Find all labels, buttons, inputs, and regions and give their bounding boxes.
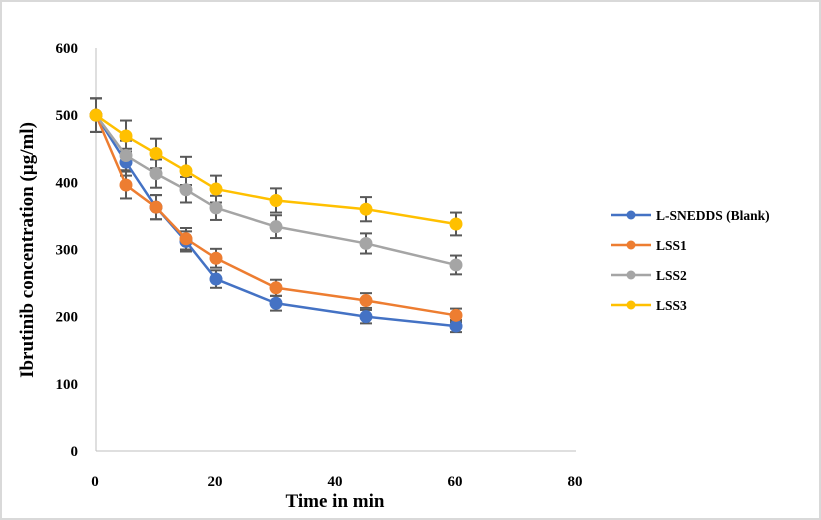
y-tick-label: 400 <box>56 175 79 191</box>
data-point-l-snedds-blank <box>449 319 463 333</box>
data-point-lss2 <box>359 236 373 250</box>
data-point-lss1 <box>449 308 463 322</box>
data-point-lss1 <box>209 251 223 265</box>
y-axis-label: Ibrutinib concentration (µg/ml) <box>17 122 38 378</box>
series-line-l-snedds-blank <box>94 114 457 328</box>
data-point-lss3 <box>449 217 463 231</box>
y-tick-label: 200 <box>56 310 79 326</box>
x-tick-label: 60 <box>448 474 463 490</box>
legend-swatch-marker <box>626 270 636 280</box>
data-point-lss3 <box>269 193 283 207</box>
data-point-lss2 <box>179 183 193 197</box>
data-point-lss3 <box>359 202 373 216</box>
legend-label: LSS2 <box>656 268 687 283</box>
legend-item-lss2: LSS2 <box>611 268 687 283</box>
data-point-lss3 <box>119 129 133 143</box>
data-point-lss2 <box>149 167 163 181</box>
x-axis-label: Time in min <box>286 491 385 512</box>
data-point-lss1 <box>149 200 163 214</box>
x-tick-label: 20 <box>208 474 223 490</box>
y-tick-label: 100 <box>56 377 79 393</box>
series-lines <box>89 108 463 333</box>
y-tick-label: 600 <box>56 41 79 57</box>
y-tick-label: 500 <box>56 108 79 124</box>
data-point-lss1 <box>359 294 373 308</box>
data-point-lss3 <box>149 146 163 160</box>
legend-swatch-marker <box>626 240 636 250</box>
legend-label: LSS1 <box>656 238 687 253</box>
legend-swatch-marker <box>626 210 636 220</box>
legend-item-lss1: LSS1 <box>611 238 687 253</box>
x-tick-label: 80 <box>568 474 583 490</box>
axes <box>95 48 576 452</box>
legend-item-l-snedds-blank: L-SNEDDS (Blank) <box>611 208 770 223</box>
data-point-lss2 <box>449 258 463 272</box>
data-point-l-snedds-blank <box>269 296 283 310</box>
data-point-lss2 <box>119 148 133 162</box>
legend-label: L-SNEDDS (Blank) <box>656 208 770 223</box>
y-tick-label: 0 <box>71 444 79 460</box>
x-tick-label: 40 <box>328 474 343 490</box>
data-point-lss3 <box>89 108 103 122</box>
legend-item-lss3: LSS3 <box>611 298 687 313</box>
legend-label: LSS3 <box>656 298 687 313</box>
data-point-lss2 <box>269 220 283 234</box>
data-point-lss1 <box>269 281 283 295</box>
data-point-l-snedds-blank <box>209 272 223 286</box>
tick-labels: 0 100 200 300 400 500 600 0 20 40 60 80 <box>56 41 583 490</box>
data-point-lss3 <box>179 164 193 178</box>
data-point-lss3 <box>209 182 223 196</box>
data-point-lss1 <box>179 232 193 246</box>
data-point-lss1 <box>119 178 133 192</box>
y-tick-label: 300 <box>56 243 79 259</box>
data-point-lss2 <box>209 201 223 215</box>
data-point-l-snedds-blank <box>359 310 373 324</box>
legend-swatch-marker <box>626 300 636 310</box>
legend: L-SNEDDS (Blank) LSS1 LSS2 LSS3 <box>611 208 770 313</box>
x-tick-label: 0 <box>91 474 99 490</box>
